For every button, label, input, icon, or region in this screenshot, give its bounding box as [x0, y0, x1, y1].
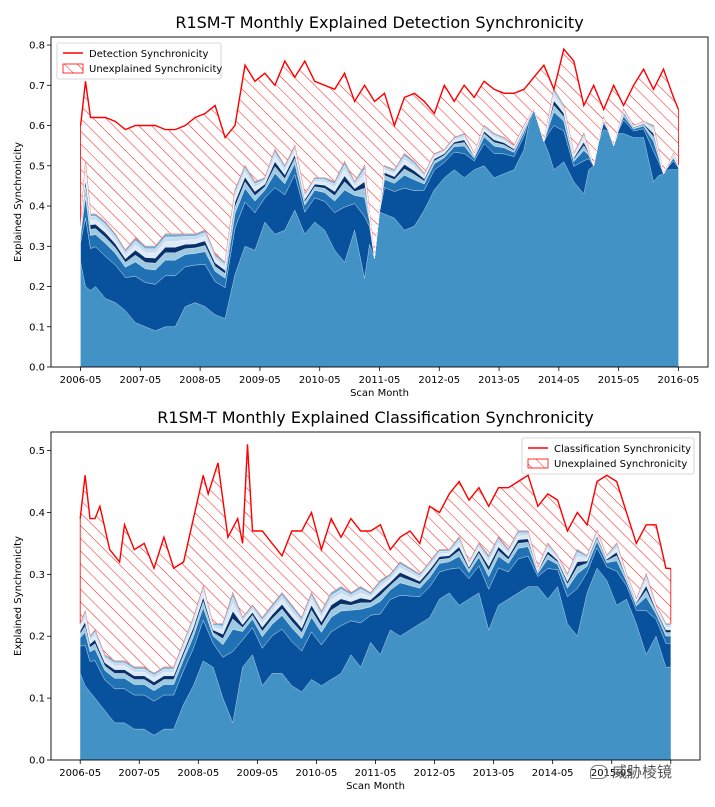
x-tick-label: 2006-05 — [59, 768, 101, 779]
y-tick-label: 0.3 — [29, 570, 45, 581]
legend-hatch-swatch — [62, 63, 84, 74]
explained-layer-1 — [80, 568, 671, 760]
x-tick-label: 2007-05 — [119, 375, 161, 386]
legend-hatch-swatch — [527, 458, 549, 469]
y-tick-label: 0.7 — [29, 81, 45, 92]
chart-panel-1: R1SM-T Monthly Explained Detection Synch… — [13, 13, 709, 399]
x-tick-label: 2008-05 — [179, 375, 221, 386]
x-tick-label: 2010-05 — [299, 375, 341, 386]
x-tick-label: 2007-05 — [118, 768, 160, 779]
legend: Classification Synchronicity Unexplained … — [521, 437, 695, 475]
y-tick-label: 0.0 — [29, 363, 45, 374]
y-axis-label: Explained Synchronicity — [13, 536, 24, 656]
explained-layer-1 — [80, 109, 679, 367]
y-tick-label: 0.0 — [29, 756, 45, 767]
legend-box — [521, 437, 695, 475]
watermark: 威胁棱镜 — [590, 761, 672, 782]
x-tick-label: 2011-05 — [359, 375, 401, 386]
plot-area — [79, 47, 680, 367]
y-tick-label: 0.3 — [29, 242, 45, 253]
x-tick-label: 2016-05 — [658, 375, 700, 386]
chart-title: R1SM-T Monthly Explained Detection Synch… — [175, 13, 583, 32]
x-tick-label: 2014-05 — [532, 768, 574, 779]
x-tick-label: 2012-05 — [418, 375, 460, 386]
y-tick-label: 0.4 — [29, 508, 45, 519]
x-axis-label: Scan Month — [346, 781, 405, 792]
y-tick-label: 0.8 — [29, 41, 45, 52]
x-tick-label: 2009-05 — [236, 768, 278, 779]
y-axis-label: Explained Synchronicity — [13, 142, 24, 262]
legend-entry-unexplained: Unexplained Synchronicity — [89, 64, 222, 75]
legend: Detection Synchronicity Unexplained Synch… — [56, 42, 222, 80]
watermark-text: 威胁棱镜 — [612, 763, 673, 781]
x-tick-label: 2014-05 — [538, 375, 580, 386]
plot-area — [79, 444, 672, 760]
x-axis-label: Scan Month — [350, 388, 409, 399]
x-tick-label: 2015-05 — [598, 375, 640, 386]
y-tick-label: 0.1 — [29, 322, 45, 333]
chart-title: R1SM-T Monthly Explained Classification … — [157, 408, 593, 427]
legend-entry-unexplained: Unexplained Synchronicity — [554, 459, 687, 470]
chart-panel-2: R1SM-T Monthly Explained Classification … — [13, 408, 701, 792]
y-tick-label: 0.1 — [29, 694, 45, 705]
y-tick-label: 0.4 — [29, 202, 45, 213]
x-tick-label: 2013-05 — [478, 375, 520, 386]
y-tick-label: 0.5 — [29, 161, 45, 172]
legend-box — [56, 42, 222, 80]
y-tick-label: 0.5 — [29, 446, 45, 457]
x-tick-label: 2012-05 — [414, 768, 456, 779]
x-tick-label: 2010-05 — [296, 768, 338, 779]
y-tick-label: 0.2 — [29, 282, 45, 293]
y-tick-label: 0.6 — [29, 121, 45, 132]
legend-entry-synchronicity: Classification Synchronicity — [554, 444, 691, 455]
x-tick-label: 2015-05 — [591, 768, 633, 779]
y-tick-label: 0.2 — [29, 632, 45, 643]
x-tick-label: 2009-05 — [239, 375, 281, 386]
x-tick-label: 2008-05 — [177, 768, 219, 779]
x-tick-label: 2013-05 — [473, 768, 515, 779]
x-tick-label: 2006-05 — [60, 375, 102, 386]
explained-layer-8 — [80, 88, 679, 265]
explained-layer-8 — [80, 530, 671, 676]
wechat-icon — [590, 764, 608, 779]
synchronicity-line — [79, 47, 680, 140]
legend-entry-synchronicity: Detection Synchronicity — [89, 49, 209, 60]
synchronicity-line — [79, 444, 671, 571]
x-tick-label: 2011-05 — [355, 768, 397, 779]
